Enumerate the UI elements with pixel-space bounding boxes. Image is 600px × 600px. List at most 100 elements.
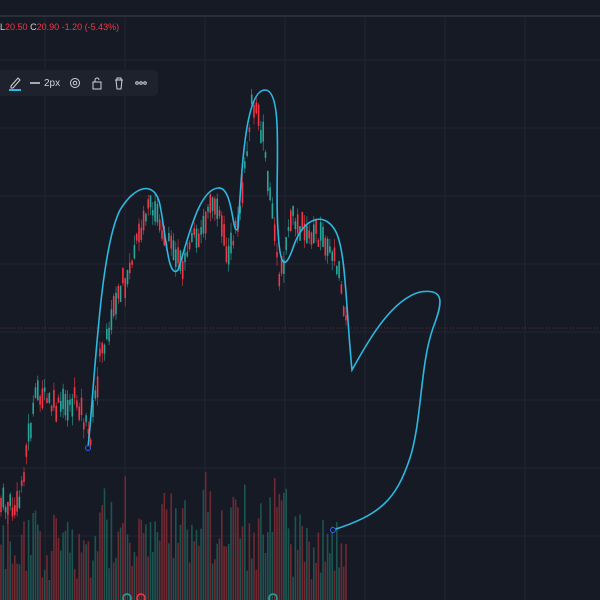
volume-bar [216,543,218,600]
volume-bar [48,579,51,600]
volume-bar [204,472,207,600]
volume-bar [16,563,18,600]
volume-bar [234,499,237,600]
candle-body [101,343,103,354]
volume-bar [283,492,285,600]
volume-bar [285,488,287,600]
volume-bar [179,524,182,600]
volume-bar [119,527,122,600]
candle-body [25,444,28,457]
candle-body [50,405,53,412]
delete-button[interactable] [112,76,126,90]
volume-bar [129,542,131,600]
candle-body [87,429,90,434]
volume-bar [342,566,345,600]
candle-body [16,491,18,512]
drawing-handle[interactable] [85,445,91,451]
candle-body [154,201,156,222]
volume-bar [69,552,71,600]
candle-body [301,211,304,230]
candle-body [253,104,255,118]
candle-body [198,233,200,248]
candle-body [241,182,244,203]
candle-body [244,161,246,169]
candle-body [43,387,46,392]
drawing-handle[interactable] [330,527,336,533]
settings-button[interactable] [68,76,82,90]
volume-bar [156,532,159,600]
volume-bar [14,555,16,600]
candle-body [76,400,78,408]
volume-bar [331,526,333,600]
volume-bar [198,545,200,600]
legend-key: L [0,22,6,32]
volume-bar [276,507,278,600]
volume-bar [237,507,239,600]
candle-body [96,376,99,398]
event-marker[interactable] [136,593,146,600]
candle-body [287,226,290,232]
candle-body [138,223,140,243]
candle-body [230,232,232,254]
volume-bar [135,556,138,600]
candle-body [331,251,333,261]
line-width-label: 2px [44,77,61,89]
event-marker[interactable] [268,593,278,600]
candle-body [216,198,218,219]
drawing-path[interactable] [87,89,441,531]
lock-button[interactable] [90,76,104,90]
candle-body [340,284,343,294]
candle-body [99,348,101,357]
volume-bar [338,567,340,600]
volume-bar [345,544,347,600]
candle-body [221,215,223,237]
volume-bar [25,570,28,600]
candle-body [30,422,32,439]
volume-bar [57,537,60,600]
more-button[interactable] [134,76,148,90]
volume-bar [255,569,258,600]
volume-bar [257,518,260,600]
candle-body [177,247,179,264]
volume-bar [112,562,115,600]
line-width-button[interactable]: 2px [30,78,60,89]
volume-bar [92,560,94,600]
candle-body [18,496,21,508]
candle-body [269,187,271,201]
volume-bar [133,552,136,600]
candle-body [11,507,14,517]
candle-body [117,285,120,299]
volume-bar [191,524,193,600]
volume-bar [110,501,113,600]
candle-body [308,230,310,239]
volume-bar [32,513,34,600]
candle-body [250,94,253,104]
candle-body [161,230,163,239]
volume-bar [83,540,85,600]
candle-body [257,104,260,126]
candle-body [184,252,186,263]
candle-body [223,224,225,246]
legend-change: -1.20 (-5.43%) [61,22,120,32]
volume-bar [126,534,129,600]
volume-bar [322,520,324,600]
candle-body [260,130,262,143]
volume-bar [85,544,87,600]
volume-bar [103,488,106,600]
volume-bar [340,543,343,600]
volume-bar [267,532,269,600]
volume-bar [170,493,172,600]
volume-bar [60,550,62,600]
candle-body [317,240,320,247]
volume-bar [124,476,126,600]
pencil-button[interactable] [8,75,22,91]
candle-body [306,225,308,244]
volume-bar [262,534,264,600]
candle-body [324,237,327,256]
candle-body [0,498,2,513]
event-marker[interactable] [122,593,132,600]
candle-body [200,227,202,235]
volume-bar [30,554,32,600]
candle-body [152,210,154,216]
candle-body [218,210,221,217]
